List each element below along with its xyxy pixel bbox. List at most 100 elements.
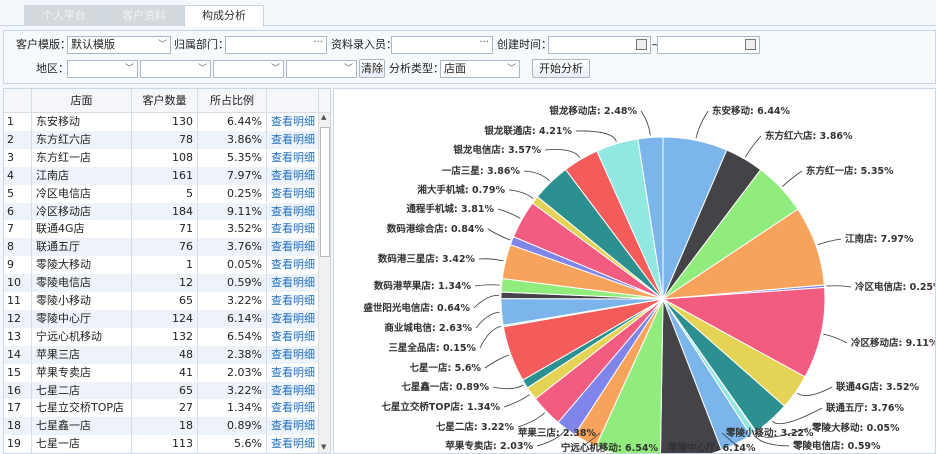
pie-slice[interactable] [637, 136, 664, 300]
region-select-2[interactable]: ﹀ [140, 60, 211, 78]
table-row[interactable]: 5 冷区电信店 5 0.25% 查看明细 [4, 184, 319, 203]
table-row[interactable]: 13 宁远心机移动 132 6.54% 查看明细 [4, 327, 319, 346]
table-row[interactable]: 11 零陵小移动 65 3.22% 查看明细 [4, 292, 319, 310]
region-select-3[interactable]: ﹀ [213, 60, 284, 78]
label-connector [487, 228, 511, 241]
pie-slice[interactable] [659, 298, 723, 453]
table-row[interactable]: 6 冷区移动店 184 9.11% 查看明细 [4, 202, 319, 221]
label-connector [474, 284, 500, 287]
row-index: 14 [4, 345, 32, 364]
table-row[interactable]: 4 江南店 161 7.97% 查看明细 [4, 166, 319, 185]
ratio: 7.97% [198, 166, 267, 185]
view-detail-link[interactable]: 查看明细 [271, 276, 315, 290]
region-select-1[interactable]: ﹀ [67, 60, 138, 78]
view-detail-link[interactable]: 查看明细 [271, 115, 315, 128]
ratio: 5.35% [198, 148, 267, 167]
slice-label: 宁远心机移动: 6.54% [561, 442, 659, 453]
row-index: 4 [4, 166, 32, 185]
table-row[interactable]: 2 东方红六店 78 3.86% 查看明细 [4, 130, 319, 149]
store-name: 江南店 [32, 166, 132, 185]
label-connector [744, 135, 762, 158]
table-row[interactable]: 15 苹果专卖店 41 2.03% 查看明细 [4, 363, 319, 382]
calendar-icon[interactable] [636, 39, 647, 50]
table-row[interactable]: 7 联通4G店 71 3.52% 查看明细 [4, 220, 319, 239]
view-detail-link[interactable]: 查看明细 [271, 186, 315, 200]
view-detail-link[interactable]: 查看明细 [271, 132, 315, 146]
label-connector [497, 208, 521, 219]
view-detail-link[interactable]: 查看明细 [271, 437, 315, 451]
slice-label: 冷区移动店: 9.11% [851, 337, 935, 349]
ratio: 3.22% [198, 292, 267, 310]
ratio: 0.89% [198, 417, 267, 436]
col-ratio[interactable]: 所占比例 [198, 89, 267, 113]
col-action [267, 89, 319, 113]
template-select[interactable]: 默认模版 ﹀ [67, 36, 171, 54]
table-row[interactable]: 16 七星二店 65 3.22% 查看明细 [4, 381, 319, 400]
view-detail-link[interactable]: 查看明细 [271, 347, 315, 361]
tab-customer-info[interactable]: 客户资料 [104, 5, 184, 26]
store-name: 零陵大移动 [32, 256, 132, 275]
customer-count: 184 [132, 202, 198, 221]
view-detail-link[interactable]: 查看明细 [271, 294, 315, 307]
clear-button[interactable]: 清除 [359, 59, 385, 78]
tab-personal[interactable]: 个人平台 [24, 5, 104, 26]
slice-label: 零陵中心厅: 6.14% [667, 442, 756, 453]
view-detail-link[interactable]: 查看明细 [271, 204, 315, 218]
date-to-input[interactable] [657, 36, 760, 54]
ratio: 0.25% [198, 184, 267, 203]
label-connector [478, 258, 504, 262]
pie-slice[interactable] [661, 286, 826, 378]
scrollbar-thumb[interactable] [320, 127, 330, 257]
calendar-icon[interactable] [745, 39, 756, 50]
customer-count: 76 [132, 238, 198, 257]
table-row[interactable]: 19 七星一店 113 5.6% 查看明细 [4, 435, 319, 453]
created-label: 创建时间： [497, 38, 552, 51]
more-icon[interactable]: ··· [313, 37, 323, 48]
table-row[interactable]: 9 零陵大移动 1 0.05% 查看明细 [4, 256, 319, 275]
store-table: 店面 客户数量 所占比例 1 东安移动 130 6.44% 查看明细 2 东方红六… [3, 88, 331, 454]
view-detail-link[interactable]: 查看明细 [271, 329, 315, 343]
view-detail-link[interactable]: 查看明细 [271, 401, 315, 415]
view-detail-link[interactable]: 查看明细 [271, 150, 315, 164]
view-detail-link[interactable]: 查看明细 [271, 383, 315, 397]
table-row[interactable]: 12 零陵中心厅 124 6.14% 查看明细 [4, 309, 319, 328]
label-connector [695, 110, 709, 139]
table-row[interactable]: 8 联通五厅 76 3.76% 查看明细 [4, 238, 319, 257]
slice-label: 银龙电信店: 3.57% [453, 144, 541, 156]
date-from-input[interactable] [548, 36, 651, 54]
region-select-4[interactable]: ﹀ [286, 60, 357, 78]
view-detail-link[interactable]: 查看明细 [271, 240, 315, 254]
table-row[interactable]: 14 苹果三店 48 2.38% 查看明细 [4, 345, 319, 364]
slice-label: 数码港综合店: 0.84% [386, 223, 485, 235]
view-detail-link[interactable]: 查看明细 [271, 258, 315, 272]
table-scrollbar[interactable]: ▲ ▼ [318, 113, 330, 453]
view-detail-link[interactable]: 查看明细 [271, 311, 315, 325]
table-row[interactable]: 18 七星鑫一店 18 0.89% 查看明细 [4, 417, 319, 436]
col-count[interactable]: 客户数量 [132, 89, 198, 113]
slice-label: 零陵电信店: 0.59% [792, 440, 881, 452]
more-icon[interactable]: ··· [479, 37, 489, 48]
customer-count: 1 [132, 256, 198, 275]
scroll-up-icon[interactable]: ▲ [321, 113, 327, 121]
table-row[interactable]: 3 东方红一店 108 5.35% 查看明细 [4, 148, 319, 167]
entry-input[interactable]: ··· [391, 36, 493, 54]
start-analysis-button[interactable]: 开始分析 [532, 59, 590, 78]
row-index: 16 [4, 381, 32, 400]
row-index: 13 [4, 327, 32, 346]
slice-label: 七星二店: 3.22% [436, 421, 515, 433]
view-detail-link[interactable]: 查看明细 [271, 222, 315, 236]
scroll-down-icon[interactable]: ▼ [321, 443, 327, 451]
pie-chart: 东安移动: 6.44% 东方红六店: 3.86% 东方红一店: 5.35% 江南店: … [363, 105, 935, 453]
tab-composition-analysis[interactable]: 构成分析 [184, 5, 264, 27]
dept-input[interactable]: ··· [225, 36, 327, 54]
table-row[interactable]: 10 零陵电信店 12 0.59% 查看明细 [4, 274, 319, 292]
view-detail-link[interactable]: 查看明细 [271, 168, 315, 182]
table-row[interactable]: 1 东安移动 130 6.44% 查看明细 [4, 113, 319, 131]
col-store[interactable]: 店面 [32, 89, 132, 113]
table-row[interactable]: 17 七星立交桥TOP店 27 1.34% 查看明细 [4, 399, 319, 418]
view-detail-link[interactable]: 查看明细 [271, 365, 315, 379]
chevron-down-icon: ﹀ [343, 64, 353, 74]
store-name: 冷区移动店 [32, 202, 132, 221]
type-select[interactable]: 店面 ﹀ [440, 60, 520, 78]
view-detail-link[interactable]: 查看明细 [271, 419, 315, 433]
